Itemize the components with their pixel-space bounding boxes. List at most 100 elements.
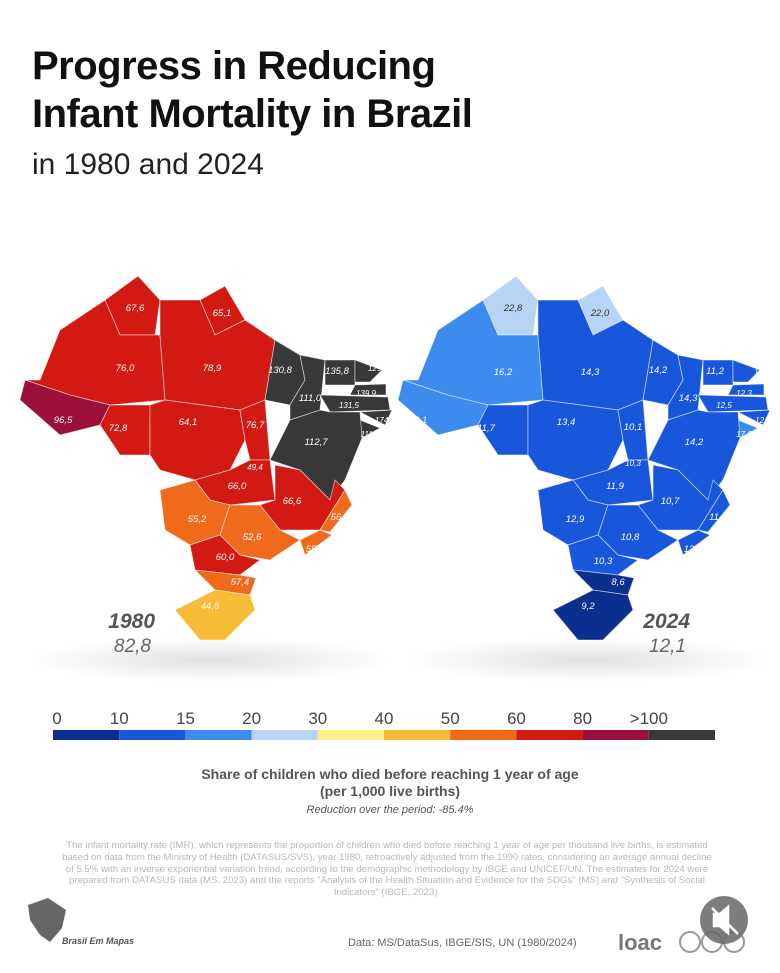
- state: [193, 569, 257, 596]
- state-value: 8,6: [611, 577, 625, 588]
- state: [677, 529, 711, 556]
- state: [149, 399, 246, 481]
- state-value: 78,9: [203, 363, 222, 374]
- state-value: 12,3: [736, 389, 752, 398]
- state: [647, 409, 741, 501]
- legend-label: 50: [441, 709, 460, 728]
- state: [597, 504, 679, 561]
- state-value: 55,2: [306, 544, 325, 555]
- state-value: 12,8: [684, 544, 703, 555]
- state-value: 111,0: [299, 393, 322, 404]
- state-value: 11,7: [477, 423, 496, 434]
- legend-label: 30: [308, 709, 327, 728]
- map-year: 2024: [642, 610, 690, 633]
- state-value: 10,3: [625, 459, 641, 468]
- title-line: Infant Mortality in Brazil: [32, 92, 473, 136]
- shadow: [30, 638, 390, 682]
- state-value: 17,6: [736, 430, 752, 439]
- legend-label: 20: [242, 709, 261, 728]
- legend-swatch: [384, 730, 451, 740]
- state: [219, 504, 301, 561]
- legend-swatch: [582, 730, 649, 740]
- legend-label: 80: [573, 709, 592, 728]
- state-value: 10,6: [754, 368, 770, 377]
- state: [571, 569, 635, 596]
- state-value: 52,6: [243, 532, 262, 543]
- subtitle: in 1980 and 2024: [32, 148, 264, 181]
- state-value: 67,6: [126, 303, 145, 314]
- map-national: 82,8: [114, 636, 151, 657]
- state-value: 14,3: [581, 367, 600, 378]
- legend-label: 10: [110, 709, 129, 728]
- legend-swatch: [317, 730, 384, 740]
- state: [697, 394, 769, 413]
- state-value: 55,2: [188, 514, 207, 525]
- reduction: Reduction over the period: -85.4%: [306, 804, 474, 816]
- state-value: 10,7: [661, 496, 680, 507]
- state-value: 60,0: [216, 552, 235, 563]
- legend-label: 15: [176, 709, 195, 728]
- state-value: 14,2: [649, 365, 668, 376]
- state-value: 131,5: [339, 401, 360, 410]
- state-value: 57,4: [231, 577, 250, 588]
- state: [732, 359, 761, 383]
- state-value: 66,0: [228, 481, 247, 492]
- map-year: 1980: [108, 610, 155, 633]
- state-value: 11,1: [709, 512, 727, 523]
- state-value: 76,0: [116, 363, 135, 374]
- state-value: 72,8: [109, 423, 128, 434]
- note: The infant mortality rate (IMR), which r…: [62, 840, 712, 899]
- state-value: 112,7: [304, 437, 328, 448]
- legend-swatch: [516, 730, 583, 740]
- state-value: 96,5: [54, 415, 73, 426]
- state-value: 10,3: [594, 556, 613, 567]
- state: [299, 529, 333, 556]
- state-value: 10,8: [621, 532, 640, 543]
- state-value: 44,8: [201, 601, 220, 612]
- state: [319, 489, 353, 533]
- state-value: 76,7: [246, 420, 265, 431]
- state-value: 10,1: [624, 422, 643, 433]
- state-value: 22,8: [503, 303, 523, 314]
- state-value: 9,2: [581, 601, 595, 612]
- state-value: 56,7: [331, 512, 350, 523]
- state-value: 11,2: [706, 366, 725, 377]
- legend-swatch: [450, 730, 517, 740]
- state: [727, 383, 765, 396]
- map-national: 12,1: [649, 636, 686, 657]
- shadow: [408, 638, 768, 682]
- state-value: 16,2: [494, 367, 513, 378]
- state-value: 12,9: [566, 514, 585, 525]
- state-value: 111,9: [361, 430, 380, 439]
- state-value: 64,1: [179, 417, 198, 428]
- state: [527, 399, 624, 481]
- legend-label: 60: [507, 709, 526, 728]
- legend-swatch: [648, 730, 715, 740]
- state-value: 174,6: [375, 416, 396, 425]
- legend-swatch: [185, 730, 252, 740]
- state: [354, 359, 383, 383]
- state: [174, 589, 256, 641]
- state-value: 130,8: [268, 365, 292, 376]
- state-value: 129,3: [368, 364, 389, 373]
- state: [349, 383, 387, 396]
- title-line: Progress in Reducing: [32, 44, 436, 88]
- state-value: 12,9: [755, 416, 771, 425]
- state-value: 12,5: [716, 401, 732, 410]
- state-value: 14,3: [679, 393, 698, 404]
- state: [552, 589, 634, 641]
- legend-label: 40: [375, 709, 394, 728]
- state-value: 139,9: [356, 389, 377, 398]
- state: [697, 489, 731, 533]
- state: [269, 409, 363, 501]
- legend-title: Share of children who died before reachi…: [201, 766, 579, 799]
- legend-swatch: [251, 730, 318, 740]
- state-value: 22,0: [590, 308, 610, 319]
- legend-swatch: [119, 730, 186, 740]
- state-value: 14,2: [685, 437, 704, 448]
- state-value: 65,1: [213, 308, 232, 319]
- state: [358, 409, 393, 426]
- state-value: 135,8: [325, 366, 349, 377]
